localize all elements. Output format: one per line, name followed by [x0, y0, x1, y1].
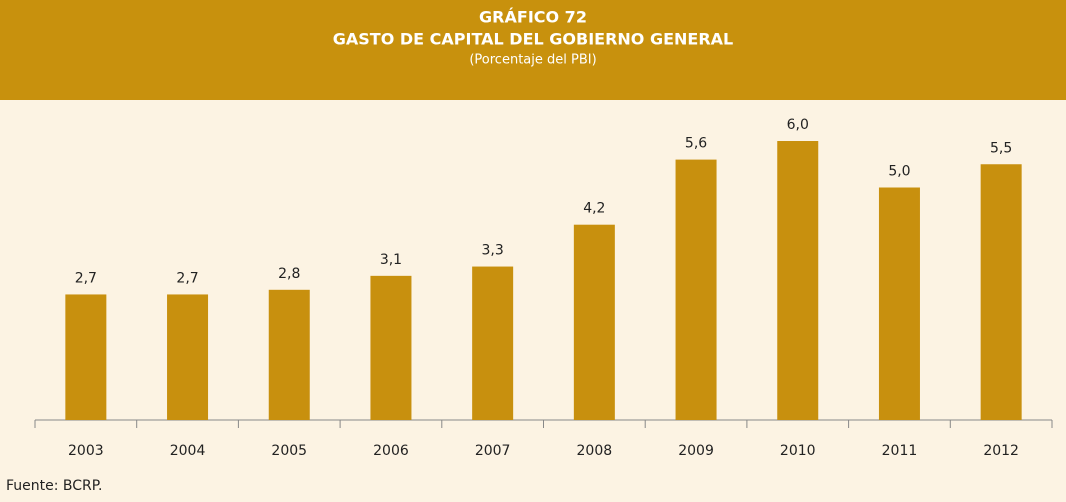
value-label: 2,8 [278, 266, 300, 282]
bar [675, 159, 717, 420]
value-label: 5,6 [685, 136, 707, 152]
chart-title: GRÁFICO 72 [479, 8, 587, 27]
value-label: 5,5 [990, 140, 1012, 156]
bar [268, 289, 310, 420]
header-band [0, 0, 1066, 100]
bar [65, 294, 107, 420]
x-tick-label: 2007 [475, 443, 511, 459]
bar [980, 164, 1022, 420]
value-label: 4,2 [583, 201, 605, 217]
bar [167, 294, 209, 420]
x-tick-label: 2005 [271, 443, 307, 459]
value-label: 3,3 [482, 243, 504, 259]
chart-subtitle: GASTO DE CAPITAL DEL GOBIERNO GENERAL [333, 30, 733, 49]
value-label: 2,7 [75, 270, 97, 286]
value-label: 2,7 [176, 270, 198, 286]
bar [878, 187, 920, 420]
bar [370, 275, 412, 420]
x-tick-label: 2006 [373, 443, 409, 459]
source-note: Fuente: BCRP. [6, 478, 103, 494]
x-tick-label: 2010 [780, 443, 816, 459]
x-tick-label: 2003 [68, 443, 104, 459]
value-label: 5,0 [888, 164, 910, 180]
x-tick-label: 2012 [983, 443, 1019, 459]
value-label: 3,1 [380, 252, 402, 268]
x-tick-label: 2009 [678, 443, 714, 459]
x-tick-label: 2008 [577, 443, 613, 459]
bar [777, 141, 819, 420]
x-tick-label: 2011 [882, 443, 918, 459]
unit-note: (Porcentaje del PBI) [469, 53, 596, 68]
bar [472, 266, 514, 420]
value-label: 6,0 [787, 117, 809, 133]
x-tick-label: 2004 [170, 443, 206, 459]
bar [573, 224, 615, 420]
